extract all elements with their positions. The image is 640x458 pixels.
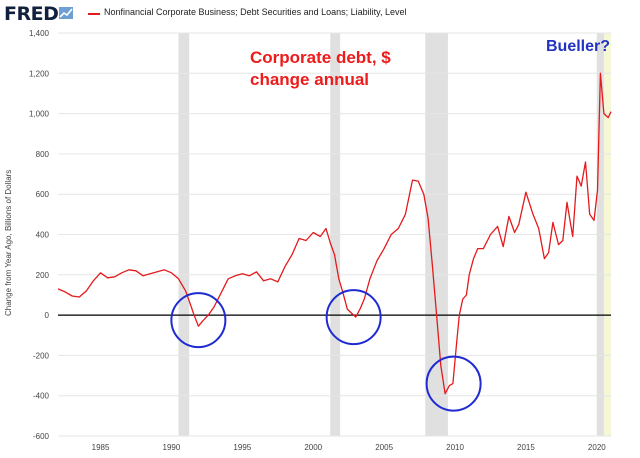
x-tick-label: 2015	[517, 443, 535, 452]
y-tick-label: 1,400	[29, 29, 50, 38]
x-tick-label: 2020	[588, 443, 606, 452]
annotation-corporate-debt: Corporate debt, $ change annual	[250, 47, 440, 91]
x-tick-label: 1995	[233, 443, 251, 452]
y-tick-label: 200	[36, 271, 50, 280]
y-tick-label: 600	[36, 190, 50, 199]
y-tick-label: 1,000	[29, 110, 50, 119]
x-tick-labels: 1985 1990 1995 2000 2005 2010 2015 2020	[92, 443, 607, 452]
y-tick-label: 0	[45, 311, 50, 320]
y-tick-label: 1,200	[29, 69, 50, 78]
y-tick-label: 800	[36, 150, 50, 159]
annotation-line-1: Corporate debt, $	[250, 48, 391, 67]
annotation-circle	[425, 355, 482, 412]
annotation-line-2: change annual	[250, 70, 370, 89]
x-tick-label: 1985	[92, 443, 110, 452]
x-tick-label: 2000	[304, 443, 322, 452]
y-axis-label: Change from Year Ago, Billions of Dollar…	[4, 169, 13, 316]
legend-swatch	[88, 13, 100, 15]
series-group	[57, 72, 612, 395]
y-tick-label: -200	[33, 351, 50, 360]
legend-label: Nonfinancial Corporate Business; Debt Se…	[104, 7, 407, 17]
fred-logo[interactable]: FRED	[4, 3, 59, 25]
x-tick-label: 2010	[446, 443, 464, 452]
y-tick-labels: -600 -400 -200 0 200 400 600 800 1,000 1,200 1,400	[29, 29, 50, 441]
y-tick-label: -600	[33, 432, 50, 441]
x-tick-label: 2005	[375, 443, 393, 452]
y-tick-label: -400	[33, 392, 50, 401]
x-tick-label: 1990	[163, 443, 181, 452]
chart-header: FRED Nonfinancial Corporate Business; De…	[0, 0, 640, 28]
annotation-bueller: Bueller?	[546, 38, 611, 55]
annotation-circle	[170, 292, 227, 349]
y-tick-label: 400	[36, 231, 50, 240]
annotation-circles	[170, 289, 482, 412]
line-chart-icon	[59, 7, 73, 19]
annotation-circle	[325, 289, 382, 346]
series-line	[57, 72, 612, 395]
